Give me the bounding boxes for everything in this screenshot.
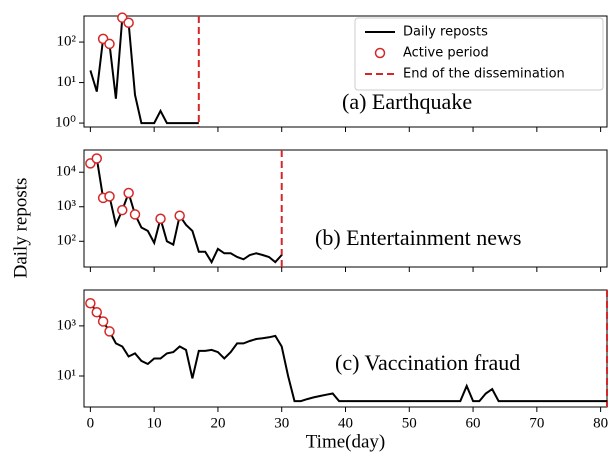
active-marker (104, 326, 115, 337)
active-marker (155, 213, 166, 224)
active-marker (97, 316, 109, 327)
active-marker (174, 210, 185, 221)
active-marker (123, 187, 134, 199)
y-tick-label: 10¹ (57, 367, 77, 383)
legend-marker-swatch (374, 47, 386, 59)
active-marker (117, 204, 128, 216)
y-axis-label: Daily reposts (10, 178, 31, 279)
active-marker (104, 191, 115, 202)
y-tick-label: 10² (57, 233, 77, 249)
x-tick-label: 30 (274, 415, 289, 431)
legend-label: Active period (403, 46, 489, 61)
legend-label: Daily reposts (403, 25, 488, 40)
x-tick-label: 80 (593, 415, 608, 431)
x-tick-label: 70 (529, 415, 544, 431)
active-marker (85, 297, 96, 309)
y-tick-label: 10¹ (57, 74, 77, 90)
active-marker (123, 17, 134, 28)
active-marker (91, 153, 103, 164)
active-marker (129, 209, 141, 220)
series-line (89, 15, 199, 125)
legend-label: End of the dissemination (403, 67, 565, 82)
y-tick-label: 10⁴ (56, 164, 76, 180)
axes-frame (83, 289, 608, 408)
x-tick-label: 40 (338, 415, 353, 431)
annotation: (c) Vaccination fraud (335, 350, 520, 375)
x-tick-label: 50 (402, 415, 417, 431)
active-marker (104, 38, 115, 50)
y-tick-label: 10⁰ (55, 115, 76, 131)
x-tick-label: 20 (210, 415, 225, 431)
y-tick-label: 10³ (57, 198, 77, 214)
legend-box (354, 17, 604, 91)
x-tick-label: 10 (147, 415, 162, 431)
x-axis-label: Time(day) (306, 431, 386, 452)
active-marker (91, 306, 103, 318)
x-tick-label: 60 (466, 415, 481, 431)
x-tick-label: 0 (87, 415, 95, 431)
annotation: (b) Entertainment news (315, 225, 522, 250)
y-tick-label: 10² (57, 34, 77, 50)
y-tick-label: 10³ (57, 317, 77, 333)
annotation: (a) Earthquake (342, 89, 472, 114)
series-line (89, 302, 607, 403)
